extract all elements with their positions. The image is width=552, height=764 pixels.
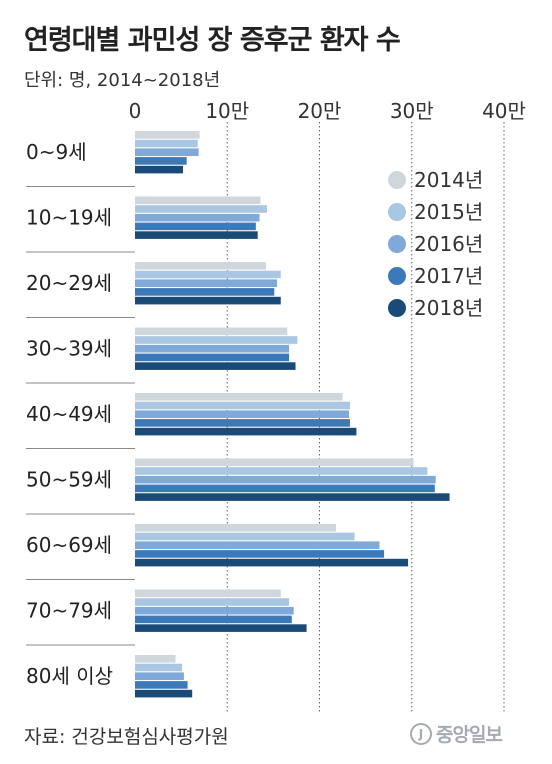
bar — [135, 475, 436, 484]
bar — [135, 344, 290, 353]
publisher-logo: J 중앙일보 — [410, 720, 503, 747]
bar — [135, 279, 278, 287]
legend-swatch — [388, 235, 406, 253]
bar — [135, 401, 350, 410]
bar — [135, 205, 267, 213]
bar — [135, 458, 414, 467]
bar — [135, 270, 281, 279]
category-label: 20~29세 — [26, 271, 112, 295]
bar — [135, 589, 281, 598]
bar — [135, 681, 188, 689]
bar — [135, 262, 266, 270]
bar — [135, 353, 290, 362]
bar — [135, 550, 385, 558]
bar — [135, 419, 350, 427]
bar — [135, 524, 337, 532]
bar — [135, 410, 350, 418]
joongang-logo-icon: J — [410, 722, 432, 745]
bar — [135, 336, 298, 344]
bar — [135, 689, 193, 698]
bar — [135, 231, 258, 239]
bar — [135, 148, 199, 156]
bar — [135, 558, 409, 567]
category-label: 10~19세 — [26, 206, 112, 230]
bar — [135, 598, 290, 606]
x-tick-label: 0 — [129, 99, 142, 123]
bar — [135, 427, 357, 436]
category-label: 60~69세 — [26, 533, 112, 557]
legend-label: 2018년 — [414, 296, 483, 320]
category-label: 50~59세 — [26, 468, 112, 492]
legend-swatch — [388, 171, 406, 189]
x-tick-label: 30만 — [390, 99, 434, 123]
logo-text: 중앙일보 — [436, 724, 503, 746]
bar — [135, 222, 256, 231]
legend-label: 2015년 — [414, 200, 483, 224]
legend-swatch — [388, 203, 406, 221]
bar — [135, 655, 176, 663]
bar — [135, 139, 198, 148]
bar — [135, 624, 307, 632]
legend-label: 2014년 — [414, 168, 483, 192]
bar — [135, 362, 296, 370]
bar — [135, 196, 261, 205]
bar — [135, 484, 435, 493]
source-note: 자료: 건강보험심사평가원 — [24, 726, 229, 748]
bar — [135, 131, 200, 139]
bar — [135, 493, 450, 501]
bar — [135, 672, 184, 680]
category-label: 40~49세 — [26, 402, 112, 426]
bar — [135, 296, 281, 305]
bar — [135, 615, 292, 624]
bar — [135, 213, 260, 222]
x-tick-label: 20만 — [298, 99, 342, 123]
bar — [135, 663, 183, 672]
legend-swatch — [388, 267, 406, 285]
bar — [135, 467, 428, 475]
bar — [135, 165, 183, 174]
bar — [135, 327, 288, 336]
bar — [135, 393, 343, 401]
category-label: 30~39세 — [26, 337, 112, 361]
category-label: 80세 이상 — [26, 664, 113, 688]
chart-subtitle: 단위: 명, 2014~2018년 — [24, 70, 221, 91]
x-tick-label: 40만 — [482, 99, 526, 123]
bar — [135, 532, 355, 541]
legend-label: 2017년 — [414, 264, 483, 288]
legend-swatch — [388, 299, 406, 317]
bar — [135, 541, 380, 549]
x-tick-label: 10만 — [205, 99, 249, 123]
bar — [135, 157, 187, 165]
category-label: 70~79세 — [26, 599, 112, 623]
chart-title: 연령대별 과민성 장 증후군 환자 수 — [24, 25, 401, 56]
bar — [135, 606, 294, 615]
legend-label: 2016년 — [414, 232, 483, 256]
category-label: 0~9세 — [26, 140, 87, 164]
bar — [135, 288, 275, 296]
